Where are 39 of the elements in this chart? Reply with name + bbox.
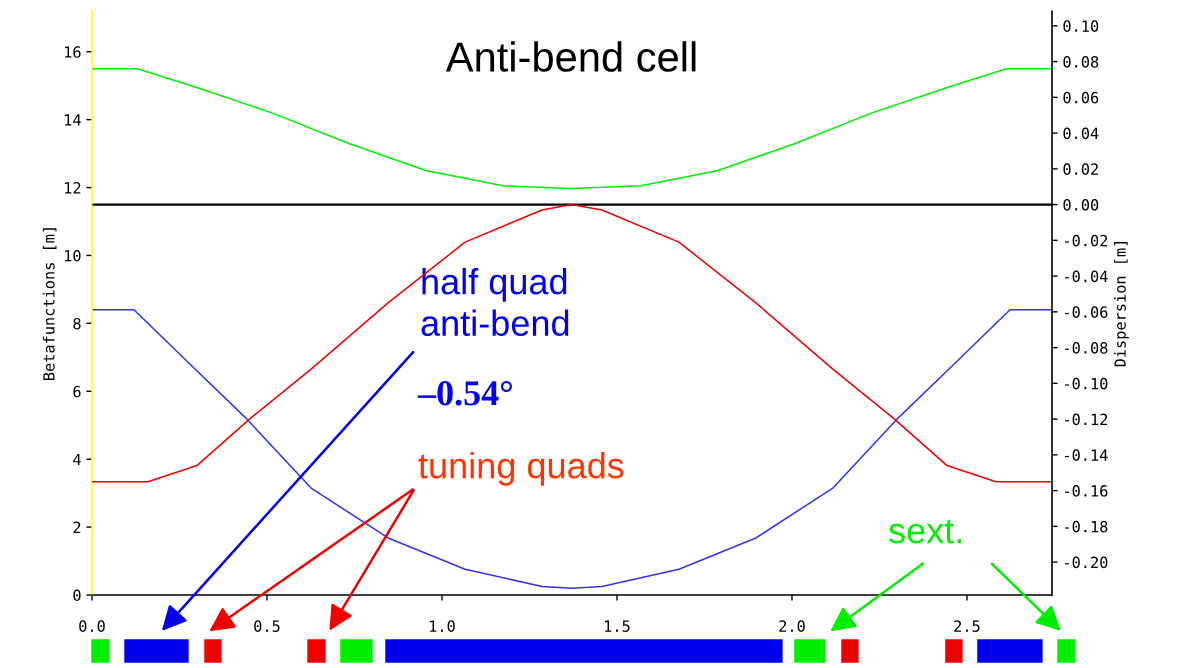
x-tick-label: 2.5 [954,620,980,632]
y2-tick-label: -0.14 [1065,449,1108,461]
y-tick-label: 6 [73,385,81,398]
y-tick-label: 16 [65,46,81,58]
x-tick-label: 0.5 [254,620,280,632]
y2-axis-title: Dispersion [m] [1114,242,1129,367]
y2-tick-label: 0.06 [1063,91,1099,104]
line-series [92,309,1052,589]
y-tick-label: 2 [73,521,81,533]
y2-tick-label: -0.04 [1065,270,1108,283]
y2-tick-label: 0.08 [1063,56,1099,68]
y-tick-label: 8 [73,317,81,330]
y2-tick-label: 0.10 [1063,20,1099,32]
annotation: half quad anti-bend [421,268,569,337]
y-tick-label: 14 [65,114,81,126]
x-tick-label: 2.0 [779,620,805,632]
y-tick-label: 10 [65,249,81,262]
y-tick-label: 0 [73,589,81,602]
annotation: tuning quads [418,452,624,486]
annotation: –0.54° [417,381,512,406]
y2-tick-label: 0.04 [1063,127,1099,140]
y-axis-title: Betafunctions [m] [42,228,57,380]
y2-tick-label: -0.10 [1065,377,1108,390]
y2-tick-label: -0.12 [1065,413,1108,426]
y2-tick-label: -0.08 [1065,342,1108,354]
x-tick-label: 0.0 [79,620,105,632]
y2-tick-label: 0.00 [1063,199,1099,211]
annotation: sext. [889,519,961,544]
y-tick-label: 12 [65,182,81,194]
y2-tick-label: 0.02 [1063,163,1098,175]
y2-tick-label: -0.02 [1065,234,1108,247]
x-tick-label: 1.5 [605,620,630,632]
y2-tick-label: -0.16 [1065,485,1108,497]
y2-tick-label: -0.20 [1065,556,1108,569]
y2-tick-label: -0.18 [1065,520,1108,533]
y2-tick-label: -0.06 [1065,306,1108,318]
text: Anti-bend cell [445,41,696,72]
y-tick-label: 4 [73,453,81,466]
x-tick-label: 1.0 [430,620,455,632]
